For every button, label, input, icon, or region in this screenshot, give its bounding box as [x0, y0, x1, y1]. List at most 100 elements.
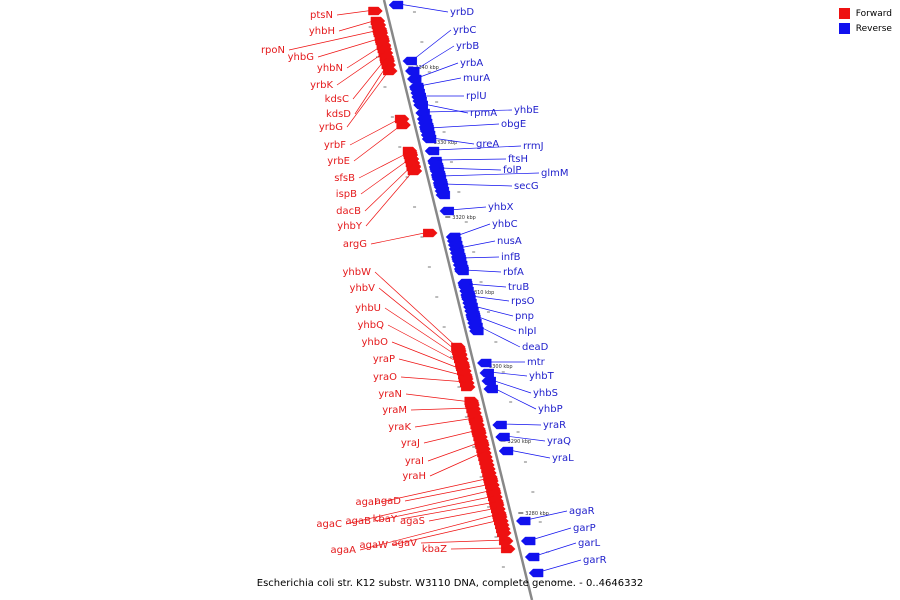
leader-line — [443, 183, 513, 187]
gene-label-glmM: glmM — [541, 168, 569, 179]
leader-line — [404, 483, 492, 502]
leader-line — [415, 45, 455, 71]
leader-line — [384, 307, 461, 359]
gene-arrow — [368, 6, 383, 16]
gene-arrow — [402, 56, 417, 66]
gene-arrow — [524, 552, 540, 562]
gene-label-yrbG: yrbG — [319, 122, 343, 133]
leader-line — [387, 324, 462, 365]
leader-line — [478, 325, 521, 348]
scale-label: 3330 kbp — [434, 140, 458, 146]
gene-arrow — [404, 66, 420, 76]
gene-label-kdsC: kdsC — [325, 94, 349, 105]
gene-arrow — [520, 536, 536, 546]
gene-arrow — [435, 190, 451, 200]
gene-label-yraL: yraL — [552, 453, 574, 464]
gene-label-yhbV: yhbV — [350, 283, 376, 294]
scale-label: 3290 kbp — [508, 439, 532, 445]
leader-line — [364, 164, 413, 212]
leader-line — [526, 510, 568, 521]
leader-line — [360, 157, 412, 195]
leader-line — [400, 501, 496, 520]
gene-label-rplU: rplU — [466, 91, 487, 102]
legend-forward: Forward — [838, 8, 892, 19]
leader-line — [414, 417, 476, 428]
leader-line — [317, 37, 382, 58]
gene-label-yraK: yraK — [388, 422, 411, 433]
gene-label-agaD: agaD — [375, 496, 402, 507]
leader-line — [491, 379, 532, 394]
gene-label-yhbG: yhbG — [288, 52, 314, 63]
gene-arrow — [498, 446, 514, 456]
gene-label-yrbC: yrbC — [453, 25, 476, 36]
leader-line — [489, 371, 528, 377]
gene-arrow — [453, 264, 469, 274]
forward-swatch — [838, 8, 850, 19]
leader-line — [449, 206, 487, 211]
gene-label-nusA: nusA — [497, 236, 522, 247]
gene-label-agaW: agaW — [360, 540, 389, 551]
gene-label-yhbE: yhbE — [514, 105, 539, 116]
leader-line — [425, 109, 513, 113]
leader-line — [439, 167, 502, 171]
leader-line — [459, 240, 496, 249]
gene-label-dacB: dacB — [336, 206, 361, 217]
leader-line — [398, 3, 449, 13]
gene-label-yraH: yraH — [402, 471, 426, 482]
gene-label-yhbH: yhbH — [309, 26, 335, 37]
gene-label-yraO: yraO — [373, 372, 397, 383]
leader-line — [427, 441, 482, 462]
gene-arrow — [481, 376, 496, 386]
scale-label: 3320 kbp — [452, 215, 476, 221]
gene-label-garL: garL — [578, 538, 601, 549]
gene-label-deaD: deaD — [522, 342, 549, 353]
scale-label: 3300 kbp — [489, 364, 513, 370]
gene-label-rrmJ: rrmJ — [523, 141, 544, 152]
leader-line — [365, 169, 415, 227]
gene-label-folP: folP — [503, 165, 521, 176]
legend-forward-label: Forward — [855, 8, 892, 19]
gene-label-murA: murA — [463, 73, 490, 84]
leader-line — [412, 29, 452, 61]
gene-label-yraM: yraM — [382, 405, 407, 416]
leader-line — [353, 123, 403, 162]
leader-line — [391, 519, 501, 546]
gene-label-yrbF: yrbF — [324, 140, 346, 151]
leader-line — [391, 341, 464, 371]
gene-label-yhbP: yhbP — [538, 404, 563, 415]
gene-label-nlpI: nlpI — [518, 326, 536, 337]
gene-arrow — [380, 56, 396, 66]
reverse-swatch — [838, 23, 850, 34]
gene-label-yhbC: yhbC — [492, 219, 518, 230]
gene-arrow — [423, 228, 438, 238]
gene-label-yrbA: yrbA — [460, 58, 483, 69]
gene-arrow — [499, 536, 514, 546]
leader-line — [420, 539, 506, 544]
leader-line — [352, 57, 387, 100]
gene-label-yhbQ: yhbQ — [358, 320, 385, 331]
gene-label-agaV: agaV — [392, 538, 418, 549]
leader-line — [288, 29, 380, 51]
gene-arrow — [388, 0, 404, 10]
leader-line — [419, 77, 462, 87]
gene-label-truB: truB — [508, 282, 529, 293]
gene-label-yrbD: yrbD — [450, 7, 474, 18]
leader-line — [456, 223, 491, 237]
leader-line — [461, 256, 500, 259]
gene-label-yhbS: yhbS — [533, 388, 558, 399]
legend: Forward Reverse — [838, 8, 892, 38]
leader-line — [374, 495, 495, 522]
gene-arrow — [461, 382, 476, 392]
gene-arrow — [515, 516, 531, 526]
gene-label-agaC: agaC — [316, 519, 342, 530]
gene-label-ftsH: ftsH — [508, 154, 528, 165]
gene-label-yraR: yraR — [543, 420, 566, 431]
leader-line — [380, 477, 490, 503]
leader-line — [431, 137, 475, 145]
gene-arrow — [492, 420, 507, 430]
gene-label-obgE: obgE — [501, 119, 526, 130]
leader-line — [358, 151, 410, 179]
gene-label-ptsN: ptsN — [310, 10, 333, 21]
gene-label-yhbY: yhbY — [337, 221, 363, 232]
